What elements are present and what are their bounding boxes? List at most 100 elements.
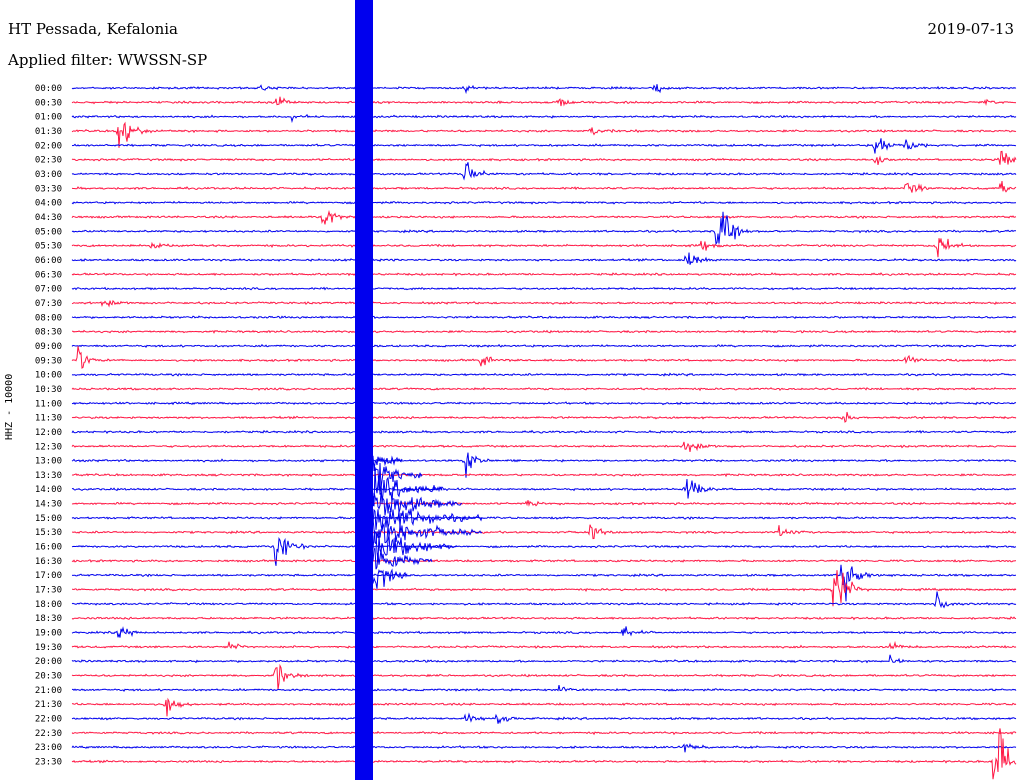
seismic-trace <box>71 712 1017 724</box>
coda-trace <box>372 568 408 589</box>
time-tick-label: 02:30 <box>35 156 62 166</box>
seismic-trace <box>71 473 1016 478</box>
time-tick-label: 04:30 <box>35 213 62 223</box>
seismic-trace <box>71 372 1017 377</box>
seismic-trace <box>71 200 1017 205</box>
seismic-trace <box>71 500 1017 507</box>
time-tick-label: 18:00 <box>35 600 62 610</box>
time-tick-label: 04:00 <box>35 199 62 209</box>
seismic-trace <box>71 286 1017 291</box>
date-label: 2019-07-13 <box>927 20 1014 38</box>
time-tick-label: 03:00 <box>35 170 62 180</box>
time-tick-label: 22:00 <box>35 715 62 725</box>
time-tick-label: 01:30 <box>35 127 62 137</box>
seismic-trace <box>71 252 1017 265</box>
seismic-trace <box>71 685 1017 692</box>
time-tick-label: 09:30 <box>35 356 62 366</box>
coda-trace <box>372 467 443 507</box>
seismic-trace <box>72 524 1017 540</box>
time-tick-label: 23:00 <box>35 743 62 753</box>
time-tick-label: 07:30 <box>35 299 62 309</box>
seismic-trace <box>71 138 1017 154</box>
filter-subtitle: Applied filter: WWSSN-SP <box>8 51 208 69</box>
seismic-trace <box>71 386 1017 392</box>
time-tick-label: 10:30 <box>35 385 62 395</box>
seismic-trace <box>71 299 1017 308</box>
time-tick-label: 10:00 <box>35 371 62 381</box>
time-tick-label: 19:00 <box>35 629 62 639</box>
time-tick-label: 06:30 <box>35 270 62 280</box>
seismic-trace <box>71 429 1017 435</box>
seismic-trace <box>71 743 1017 753</box>
coda-trace <box>372 508 483 531</box>
seismic-trace <box>71 315 1017 320</box>
seismic-trace <box>71 558 1016 563</box>
seismic-trace <box>71 728 1017 780</box>
seismic-trace <box>71 616 1017 621</box>
time-tick-label: 06:00 <box>35 256 62 266</box>
seismic-trace <box>71 346 1017 369</box>
seismic-trace <box>71 272 1017 277</box>
time-tick-label: 12:30 <box>35 442 62 452</box>
time-tick-label: 02:00 <box>35 141 62 151</box>
seismic-trace <box>71 640 1017 650</box>
coda-trace <box>372 455 403 472</box>
time-tick-label: 22:30 <box>35 729 62 739</box>
coda-trace <box>372 492 463 516</box>
time-tick-label: 19:30 <box>35 643 62 653</box>
time-tick-label: 00:30 <box>35 98 62 108</box>
seismic-trace <box>71 479 1017 499</box>
time-tick-label: 17:30 <box>35 586 62 596</box>
time-tick-label: 16:00 <box>35 543 62 553</box>
seismic-trace <box>71 697 1017 717</box>
seismic-trace <box>71 343 1017 349</box>
seismic-trace <box>71 654 1017 664</box>
seismic-trace <box>71 238 1017 258</box>
time-tick-label: 14:30 <box>35 500 62 510</box>
station-title: HT Pessada, Kefalonia <box>8 20 178 38</box>
seismic-trace <box>72 329 1017 334</box>
seismic-trace <box>71 113 1017 124</box>
time-tick-label: 03:30 <box>35 184 62 194</box>
time-tick-label: 20:00 <box>35 657 62 667</box>
seismic-trace <box>71 516 1016 520</box>
time-tick-label: 13:00 <box>35 457 62 467</box>
time-tick-label: 05:30 <box>35 242 62 252</box>
seismic-trace <box>71 84 1017 95</box>
time-tick-label: 00:00 <box>35 84 62 94</box>
time-tick-label: 13:30 <box>35 471 62 481</box>
time-tick-label: 05:00 <box>35 227 62 237</box>
seismic-trace <box>71 211 1016 246</box>
saturated-trace-band <box>355 0 373 780</box>
time-tick-label: 09:00 <box>35 342 62 352</box>
seismic-trace <box>71 96 1017 107</box>
seismic-trace <box>71 591 1017 609</box>
time-tick-label: 16:30 <box>35 557 62 567</box>
time-tick-label: 21:30 <box>35 700 62 710</box>
seismic-trace <box>71 441 1017 452</box>
time-tick-label: 20:30 <box>35 672 62 682</box>
coda-trace <box>372 547 433 570</box>
seismic-trace <box>72 570 1017 607</box>
seismic-trace <box>71 401 1017 406</box>
seismic-trace <box>71 626 1017 638</box>
seismic-trace <box>71 452 1017 478</box>
time-tick-label: 21:00 <box>35 686 62 696</box>
time-tick-label: 11:00 <box>35 399 62 409</box>
seismic-trace <box>71 150 1017 166</box>
seismic-trace <box>71 121 1017 148</box>
time-tick-label: 15:30 <box>35 528 62 538</box>
seismic-trace <box>71 162 1017 181</box>
time-tick-label: 12:00 <box>35 428 62 438</box>
seismic-trace <box>71 181 1017 193</box>
coda-trace <box>372 529 458 562</box>
seismic-trace <box>71 537 1017 566</box>
seismic-trace <box>71 730 1017 736</box>
time-tick-label: 15:00 <box>35 514 62 524</box>
seismic-trace <box>71 209 1017 225</box>
time-tick-label: 18:30 <box>35 614 62 624</box>
time-tick-label: 01:00 <box>35 113 62 123</box>
time-tick-label: 14:00 <box>35 485 62 495</box>
time-tick-label: 08:30 <box>35 328 62 338</box>
